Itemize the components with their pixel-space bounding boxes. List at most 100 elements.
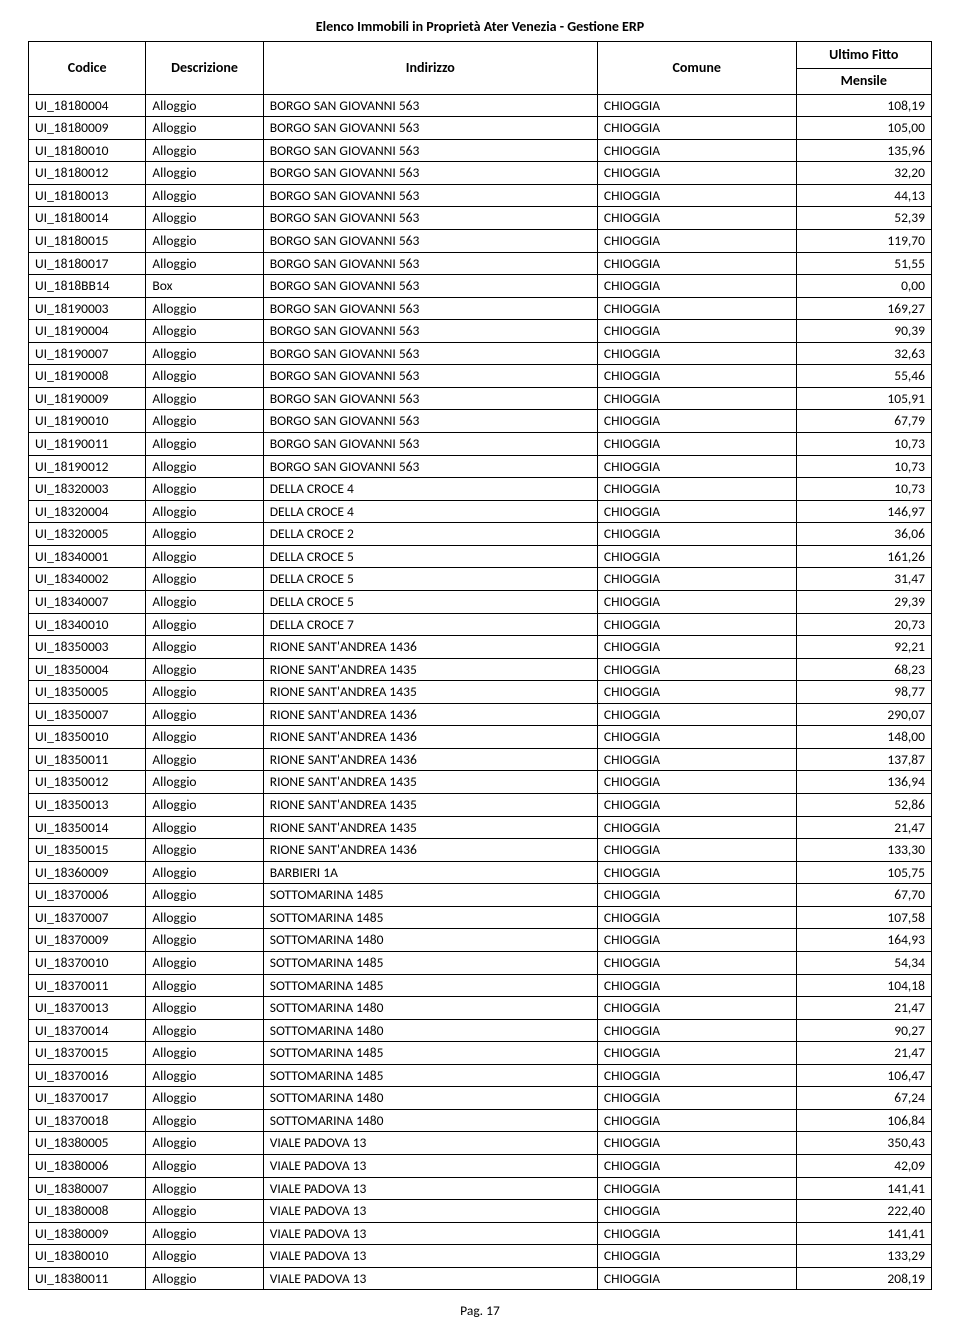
cell-indirizzo: DELLA CROCE 7 bbox=[263, 613, 597, 636]
cell-fitto: 51,55 bbox=[796, 252, 931, 275]
cell-comune: CHIOGGIA bbox=[597, 229, 796, 252]
cell-codice: UI_18180010 bbox=[29, 139, 146, 162]
table-row: UI_18380009AlloggioVIALE PADOVA 13CHIOGG… bbox=[29, 1222, 932, 1245]
cell-descrizione: Alloggio bbox=[146, 974, 263, 997]
cell-indirizzo: DELLA CROCE 2 bbox=[263, 523, 597, 546]
cell-comune: CHIOGGIA bbox=[597, 929, 796, 952]
cell-comune: CHIOGGIA bbox=[597, 455, 796, 478]
cell-indirizzo: RIONE SANT'ANDREA 1435 bbox=[263, 816, 597, 839]
cell-comune: CHIOGGIA bbox=[597, 726, 796, 749]
cell-fitto: 20,73 bbox=[796, 613, 931, 636]
cell-descrizione: Alloggio bbox=[146, 1019, 263, 1042]
cell-fitto: 52,86 bbox=[796, 794, 931, 817]
cell-fitto: 92,21 bbox=[796, 636, 931, 659]
cell-comune: CHIOGGIA bbox=[597, 94, 796, 117]
cell-comune: CHIOGGIA bbox=[597, 478, 796, 501]
cell-descrizione: Alloggio bbox=[146, 929, 263, 952]
cell-indirizzo: RIONE SANT'ANDREA 1436 bbox=[263, 726, 597, 749]
cell-fitto: 141,41 bbox=[796, 1222, 931, 1245]
cell-codice: UI_18380009 bbox=[29, 1222, 146, 1245]
cell-codice: UI_18350005 bbox=[29, 681, 146, 704]
cell-comune: CHIOGGIA bbox=[597, 162, 796, 185]
cell-descrizione: Alloggio bbox=[146, 478, 263, 501]
table-row: UI_18350011AlloggioRIONE SANT'ANDREA 143… bbox=[29, 748, 932, 771]
cell-comune: CHIOGGIA bbox=[597, 1087, 796, 1110]
cell-indirizzo: DELLA CROCE 5 bbox=[263, 568, 597, 591]
cell-fitto: 52,39 bbox=[796, 207, 931, 230]
cell-comune: CHIOGGIA bbox=[597, 1064, 796, 1087]
cell-codice: UI_18180014 bbox=[29, 207, 146, 230]
cell-codice: UI_18180013 bbox=[29, 184, 146, 207]
cell-indirizzo: SOTTOMARINA 1485 bbox=[263, 906, 597, 929]
cell-indirizzo: BORGO SAN GIOVANNI 563 bbox=[263, 455, 597, 478]
cell-indirizzo: VIALE PADOVA 13 bbox=[263, 1200, 597, 1223]
document-title: Elenco Immobili in Proprietà Ater Venezi… bbox=[28, 18, 932, 35]
cell-indirizzo: SOTTOMARINA 1480 bbox=[263, 1087, 597, 1110]
cell-indirizzo: VIALE PADOVA 13 bbox=[263, 1245, 597, 1268]
cell-fitto: 32,63 bbox=[796, 342, 931, 365]
table-row: UI_18370016AlloggioSOTTOMARINA 1485CHIOG… bbox=[29, 1064, 932, 1087]
table-row: UI_18370014AlloggioSOTTOMARINA 1480CHIOG… bbox=[29, 1019, 932, 1042]
cell-codice: UI_18380005 bbox=[29, 1132, 146, 1155]
cell-codice: UI_18370006 bbox=[29, 884, 146, 907]
cell-descrizione: Alloggio bbox=[146, 297, 263, 320]
cell-comune: CHIOGGIA bbox=[597, 523, 796, 546]
cell-fitto: 21,47 bbox=[796, 816, 931, 839]
cell-indirizzo: BORGO SAN GIOVANNI 563 bbox=[263, 342, 597, 365]
cell-indirizzo: BORGO SAN GIOVANNI 563 bbox=[263, 387, 597, 410]
cell-comune: CHIOGGIA bbox=[597, 816, 796, 839]
cell-indirizzo: BORGO SAN GIOVANNI 563 bbox=[263, 410, 597, 433]
cell-fitto: 161,26 bbox=[796, 545, 931, 568]
cell-fitto: 21,47 bbox=[796, 1042, 931, 1065]
cell-comune: CHIOGGIA bbox=[597, 1222, 796, 1245]
col-header-fitto-line1: Ultimo Fitto bbox=[796, 42, 931, 69]
table-row: UI_18180017AlloggioBORGO SAN GIOVANNI 56… bbox=[29, 252, 932, 275]
cell-codice: UI_18190004 bbox=[29, 320, 146, 343]
cell-comune: CHIOGGIA bbox=[597, 297, 796, 320]
cell-codice: UI_18190010 bbox=[29, 410, 146, 433]
cell-codice: UI_18380008 bbox=[29, 1200, 146, 1223]
cell-codice: UI_18190003 bbox=[29, 297, 146, 320]
cell-fitto: 137,87 bbox=[796, 748, 931, 771]
cell-comune: CHIOGGIA bbox=[597, 545, 796, 568]
cell-fitto: 104,18 bbox=[796, 974, 931, 997]
table-row: UI_18370009AlloggioSOTTOMARINA 1480CHIOG… bbox=[29, 929, 932, 952]
cell-indirizzo: SOTTOMARINA 1485 bbox=[263, 884, 597, 907]
cell-fitto: 10,73 bbox=[796, 455, 931, 478]
table-row: UI_18370018AlloggioSOTTOMARINA 1480CHIOG… bbox=[29, 1109, 932, 1132]
cell-descrizione: Alloggio bbox=[146, 884, 263, 907]
cell-codice: UI_18370011 bbox=[29, 974, 146, 997]
table-row: UI_18370015AlloggioSOTTOMARINA 1485CHIOG… bbox=[29, 1042, 932, 1065]
cell-codice: UI_18350012 bbox=[29, 771, 146, 794]
cell-fitto: 290,07 bbox=[796, 703, 931, 726]
cell-descrizione: Alloggio bbox=[146, 523, 263, 546]
table-row: UI_18350005AlloggioRIONE SANT'ANDREA 143… bbox=[29, 681, 932, 704]
cell-fitto: 107,58 bbox=[796, 906, 931, 929]
cell-indirizzo: BORGO SAN GIOVANNI 563 bbox=[263, 320, 597, 343]
cell-descrizione: Alloggio bbox=[146, 794, 263, 817]
table-row: UI_18370011AlloggioSOTTOMARINA 1485CHIOG… bbox=[29, 974, 932, 997]
cell-indirizzo: VIALE PADOVA 13 bbox=[263, 1132, 597, 1155]
cell-fitto: 105,91 bbox=[796, 387, 931, 410]
table-row: UI_18380008AlloggioVIALE PADOVA 13CHIOGG… bbox=[29, 1200, 932, 1223]
cell-comune: CHIOGGIA bbox=[597, 590, 796, 613]
cell-indirizzo: RIONE SANT'ANDREA 1435 bbox=[263, 658, 597, 681]
table-row: UI_18350010AlloggioRIONE SANT'ANDREA 143… bbox=[29, 726, 932, 749]
cell-indirizzo: BARBIERI 1A bbox=[263, 861, 597, 884]
cell-comune: CHIOGGIA bbox=[597, 658, 796, 681]
cell-comune: CHIOGGIA bbox=[597, 184, 796, 207]
cell-comune: CHIOGGIA bbox=[597, 568, 796, 591]
cell-descrizione: Alloggio bbox=[146, 342, 263, 365]
table-row: UI_18350003AlloggioRIONE SANT'ANDREA 143… bbox=[29, 636, 932, 659]
cell-codice: UI_18370017 bbox=[29, 1087, 146, 1110]
cell-fitto: 133,29 bbox=[796, 1245, 931, 1268]
cell-descrizione: Alloggio bbox=[146, 455, 263, 478]
cell-fitto: 208,19 bbox=[796, 1267, 931, 1290]
cell-descrizione: Alloggio bbox=[146, 320, 263, 343]
page-container: Elenco Immobili in Proprietà Ater Venezi… bbox=[0, 0, 960, 1337]
cell-indirizzo: VIALE PADOVA 13 bbox=[263, 1155, 597, 1178]
table-body: UI_18180004AlloggioBORGO SAN GIOVANNI 56… bbox=[29, 94, 932, 1290]
cell-codice: UI_18350004 bbox=[29, 658, 146, 681]
cell-descrizione: Alloggio bbox=[146, 681, 263, 704]
table-row: UI_18340002AlloggioDELLA CROCE 5CHIOGGIA… bbox=[29, 568, 932, 591]
